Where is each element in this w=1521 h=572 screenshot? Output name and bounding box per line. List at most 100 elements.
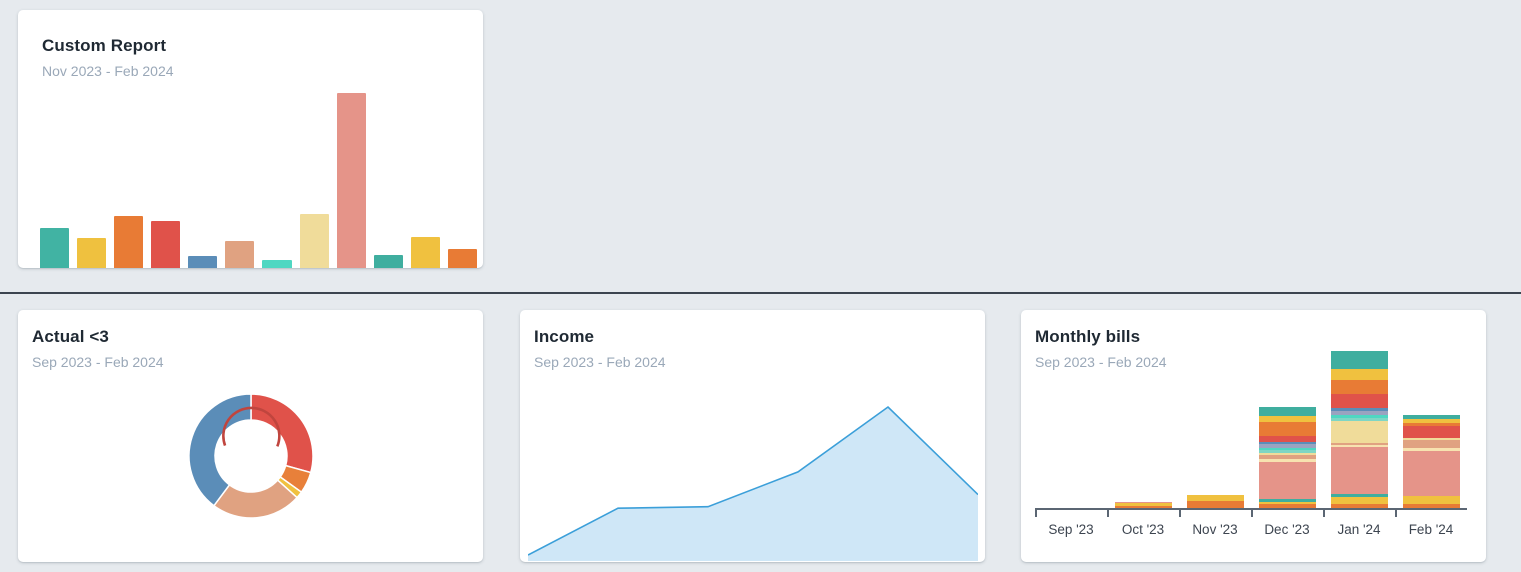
segment-utilities[interactable] <box>1402 503 1460 508</box>
tick-Nov23 <box>1179 508 1181 517</box>
segment-savings[interactable] <box>1330 350 1388 370</box>
income-area-line <box>527 405 979 556</box>
donut-slice-0[interactable] <box>249 393 314 474</box>
segment-donation[interactable] <box>1330 393 1388 408</box>
segment-software[interactable] <box>1258 442 1316 445</box>
bar-7[interactable] <box>262 260 292 268</box>
bar-4[interactable] <box>151 221 181 268</box>
income-area-fill <box>528 407 978 561</box>
segment-savings[interactable] <box>1258 406 1316 416</box>
card-monthly-bills[interactable]: Monthly bills Sep 2023 - Feb 2024 Sep '2… <box>1021 310 1486 562</box>
bar-5[interactable] <box>188 256 218 268</box>
segment-streaming[interactable] <box>1330 417 1388 421</box>
segment-insurance[interactable] <box>1258 462 1316 499</box>
income-title: Income <box>534 327 595 346</box>
x-label-Feb24: Feb '24 <box>1408 522 1454 537</box>
custom-report-date-range: Nov 2023 - Feb 2024 <box>42 63 174 79</box>
monthly-bills-header: Monthly bills Sep 2023 - Feb 2024 <box>1021 310 1486 370</box>
segment-utilities[interactable] <box>1330 503 1388 508</box>
custom-report-header: Custom Report Nov 2023 - Feb 2024 <box>18 10 483 79</box>
income-date-range: Sep 2023 - Feb 2024 <box>534 354 666 370</box>
actual-header: Actual <3 Sep 2023 - Feb 2024 <box>18 310 483 370</box>
tick-Oct23 <box>1107 508 1109 517</box>
segment-phone[interactable] <box>1402 448 1460 452</box>
segment-insurance[interactable] <box>1402 451 1460 496</box>
bar-10[interactable] <box>373 255 403 268</box>
bar-9[interactable] <box>336 93 366 268</box>
actual-date-range: Sep 2023 - Feb 2024 <box>32 354 164 370</box>
bar-3[interactable] <box>114 216 144 268</box>
x-label-Sep23: Sep '23 <box>1048 522 1094 537</box>
bar-12[interactable] <box>447 249 477 268</box>
actual-title: Actual <3 <box>32 327 109 346</box>
tick-Feb24 <box>1395 508 1397 517</box>
stacked-column-Oct23[interactable] <box>1114 501 1172 508</box>
segment-savings[interactable] <box>1402 414 1460 419</box>
segment-misc[interactable] <box>1402 422 1460 426</box>
bar-11[interactable] <box>410 237 440 268</box>
segment-software[interactable] <box>1330 407 1388 411</box>
income-area-svg <box>527 405 979 561</box>
x-label-Jan24: Jan '24 <box>1337 522 1381 537</box>
segment-transport[interactable] <box>1114 501 1172 503</box>
card-actual[interactable]: Actual <3 Sep 2023 - Feb 2024 2,768.26 2… <box>18 310 483 562</box>
tick-Sep23 <box>1035 508 1037 517</box>
segment-misc[interactable] <box>1258 421 1316 437</box>
bar-2[interactable] <box>77 238 107 268</box>
segment-tax[interactable] <box>1258 415 1316 422</box>
segment-groceries[interactable] <box>1258 501 1316 504</box>
actual-donut-chart[interactable]: 2,768.26 29.30% Dec '23 <box>18 388 483 562</box>
segment-utilities[interactable] <box>1114 505 1172 508</box>
tick-Jan24 <box>1323 508 1325 517</box>
segment-misc[interactable] <box>1330 380 1388 394</box>
segment-tax[interactable] <box>1330 369 1388 381</box>
segment-utilities[interactable] <box>1186 500 1244 508</box>
x-label-Dec23: Dec '23 <box>1264 522 1310 537</box>
x-axis-labels: Sep '23 Oct '23 Nov '23 Dec '23 Jan '24 Feb '… <box>1035 522 1467 537</box>
segment-groceries[interactable] <box>1114 502 1172 506</box>
segment-donation[interactable] <box>1258 436 1316 443</box>
segment-subscription[interactable] <box>1330 493 1388 497</box>
stacked-column-Nov23[interactable] <box>1186 494 1244 508</box>
segment-groceries[interactable] <box>1186 494 1244 501</box>
segment-subscription[interactable] <box>1258 498 1316 502</box>
bar-1[interactable] <box>40 228 70 268</box>
segment-storage[interactable] <box>1330 410 1388 415</box>
segment-groceries[interactable] <box>1402 495 1460 504</box>
segment-cloud[interactable] <box>1258 448 1316 451</box>
stacked-column-Feb24[interactable] <box>1402 414 1460 508</box>
segment-streaming[interactable] <box>1258 450 1316 454</box>
stacked-column-Jan24[interactable] <box>1330 350 1388 508</box>
custom-report-bar-chart[interactable] <box>40 93 477 268</box>
segment-cloud[interactable] <box>1330 414 1388 418</box>
monthly-bills-date-range: Sep 2023 - Feb 2024 <box>1035 354 1167 370</box>
segment-internet[interactable] <box>1330 443 1388 446</box>
segment-internet[interactable] <box>1258 455 1316 460</box>
donut-svg <box>187 393 314 519</box>
segment-phone[interactable] <box>1330 445 1388 448</box>
bar-8[interactable] <box>299 214 329 268</box>
monthly-bills-stacked-chart[interactable]: Sep '23 Oct '23 Nov '23 Dec '23 Jan '24 Feb '… <box>1021 350 1486 562</box>
segment-internet[interactable] <box>1402 440 1460 449</box>
segment-gym[interactable] <box>1258 453 1316 456</box>
donut-slice-4[interactable] <box>187 393 252 507</box>
segment-utilities[interactable] <box>1258 503 1316 508</box>
income-area-chart[interactable] <box>527 396 979 561</box>
segment-groceries[interactable] <box>1330 496 1388 504</box>
segment-donation[interactable] <box>1402 425 1460 439</box>
x-label-Nov23: Nov '23 <box>1192 522 1238 537</box>
segment-storage[interactable] <box>1258 444 1316 449</box>
stacked-column-Dec23[interactable] <box>1258 406 1316 508</box>
page-title: Custom Report <box>42 36 167 55</box>
segment-phone[interactable] <box>1258 459 1316 463</box>
bar-6[interactable] <box>225 241 255 268</box>
card-custom-report[interactable]: Custom Report Nov 2023 - Feb 2024 <box>18 10 483 268</box>
segment-gym[interactable] <box>1402 438 1460 441</box>
tick-Dec23 <box>1251 508 1253 517</box>
segment-insurance[interactable] <box>1330 447 1388 494</box>
x-label-Oct23: Oct '23 <box>1121 522 1165 537</box>
segment-tax[interactable] <box>1402 418 1460 423</box>
donut-inner-arc <box>221 406 281 447</box>
card-income[interactable]: Income Sep 2023 - Feb 2024 <box>520 310 985 562</box>
segment-gym[interactable] <box>1330 420 1388 444</box>
